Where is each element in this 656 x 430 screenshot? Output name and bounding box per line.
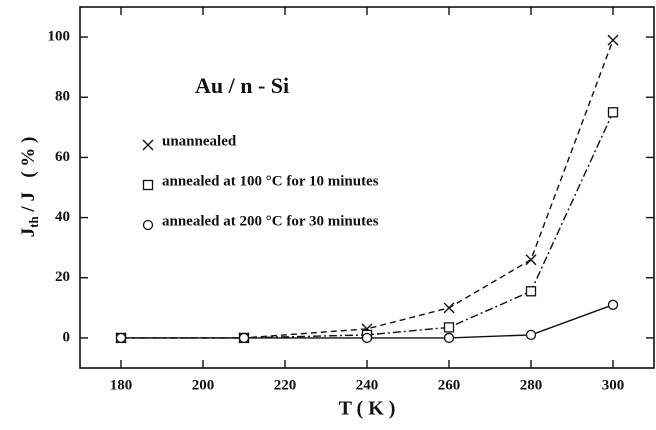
annotation: Au / n - Si xyxy=(195,73,289,98)
y-label-sub: th xyxy=(26,216,41,228)
x-tick-label: 240 xyxy=(356,377,379,393)
marker xyxy=(443,302,455,314)
x-axis-label: T ( K ) xyxy=(339,398,396,420)
y-tick-label: 0 xyxy=(63,329,71,345)
legend-label: unannealed xyxy=(162,133,237,149)
marker xyxy=(607,34,619,46)
x-tick-label: 180 xyxy=(110,377,133,393)
y-tick-label: 20 xyxy=(55,269,70,285)
legend-marker xyxy=(142,219,154,231)
marker xyxy=(607,107,619,118)
y-tick-label: 100 xyxy=(48,29,71,45)
y-axis-label: Jth / J ( % ) xyxy=(18,137,41,238)
x-tick-label: 280 xyxy=(520,377,543,393)
y-tick-label: 40 xyxy=(55,209,70,225)
marker xyxy=(443,322,455,333)
legend-label: annealed at 200 °C for 30 minutes xyxy=(162,213,379,229)
x-tick-label: 200 xyxy=(192,377,215,393)
legend-marker xyxy=(142,139,154,151)
marker xyxy=(525,286,537,297)
marker xyxy=(115,332,127,344)
marker xyxy=(525,329,537,341)
marker xyxy=(361,332,373,344)
y-tick-label: 80 xyxy=(55,89,70,105)
marker xyxy=(238,332,250,344)
x-tick-label: 220 xyxy=(274,377,297,393)
y-label-rest: / J ( % ) xyxy=(18,137,39,217)
y-label-main: J xyxy=(18,228,39,238)
marker xyxy=(525,254,537,266)
x-tick-label: 300 xyxy=(602,377,625,393)
x-tick-label: 260 xyxy=(438,377,461,393)
marker xyxy=(607,299,619,310)
legend-label: annealed at 100 °C for 10 minutes xyxy=(162,173,379,189)
marker xyxy=(443,332,455,344)
series-line xyxy=(121,304,614,339)
y-tick-label: 60 xyxy=(55,149,70,165)
legend-marker xyxy=(142,179,154,191)
